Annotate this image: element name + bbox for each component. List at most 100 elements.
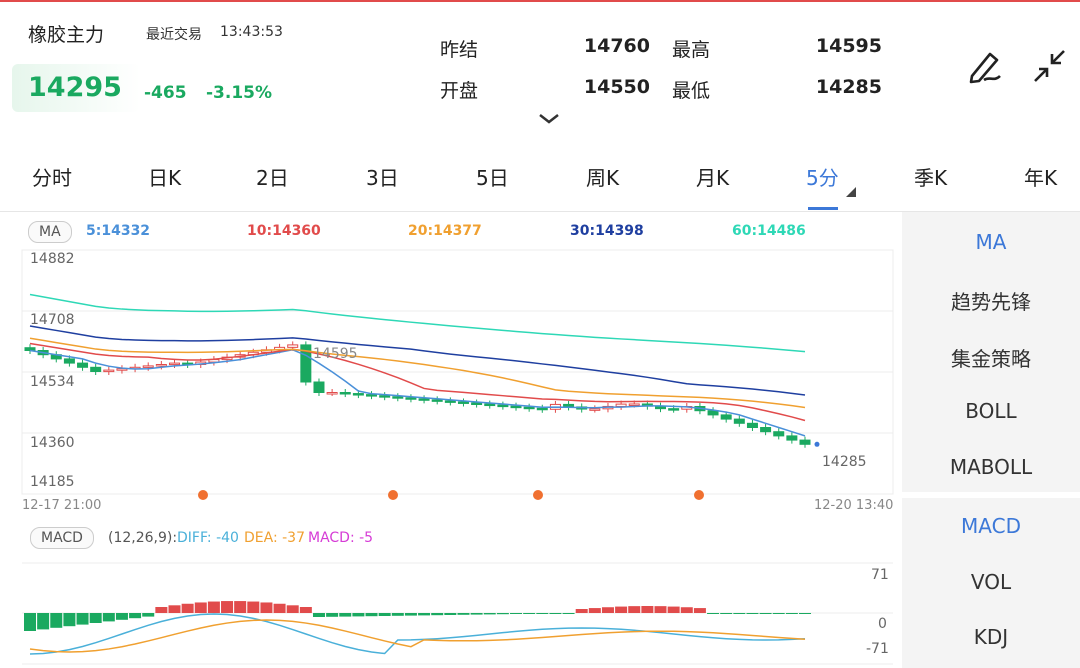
macd-bar xyxy=(312,613,325,617)
candle-body xyxy=(339,392,351,395)
stat-label-high: 最高 xyxy=(672,39,711,61)
tab-fenshi[interactable]: 分时 xyxy=(32,166,72,190)
indicator-maboll[interactable]: MABOLL xyxy=(949,455,1033,479)
candle-body xyxy=(668,408,680,411)
y-tick-4: 14360 xyxy=(30,435,75,451)
candle-body xyxy=(471,402,483,405)
main-indicator-panel xyxy=(902,212,1080,492)
last-price-label: 14285 xyxy=(822,454,867,470)
macd-bar xyxy=(457,613,470,615)
tab-2day[interactable]: 2日 xyxy=(256,166,289,190)
indicator-kdj[interactable]: KDJ xyxy=(973,625,1009,649)
tab-5day[interactable]: 5日 xyxy=(476,166,509,190)
chevron-down-icon[interactable] xyxy=(536,110,562,129)
collapse-icon[interactable] xyxy=(1030,46,1070,90)
tab-daily-k[interactable]: 日K xyxy=(148,166,182,190)
x-axis-end: 12-20 13:40 xyxy=(814,498,894,513)
tab-3day[interactable]: 3日 xyxy=(366,166,399,190)
ma60-value: 60:14486 xyxy=(732,223,806,239)
macd-value: MACD: -5 xyxy=(308,530,374,546)
macd-bar xyxy=(365,613,378,617)
indicator-ma[interactable]: MA xyxy=(975,230,1007,254)
indicator-boll[interactable]: BOLL xyxy=(965,399,1017,423)
macd-bar xyxy=(693,608,706,613)
tab-5min[interactable]: 5分 xyxy=(806,166,839,190)
macd-bar xyxy=(102,613,115,622)
macd-bar xyxy=(234,601,247,613)
candle-body xyxy=(326,392,338,395)
macd-bar xyxy=(510,613,523,614)
macd-bar xyxy=(76,613,89,625)
macd-bar xyxy=(588,608,601,613)
macd-bar xyxy=(142,613,155,617)
price-change: -465 xyxy=(144,83,187,103)
candle-body xyxy=(155,364,167,367)
candle-body xyxy=(720,414,732,420)
macd-bar xyxy=(326,613,339,617)
tab-yearly-k[interactable]: 年K xyxy=(1024,166,1058,190)
macd-bar xyxy=(536,613,549,614)
stat-value-low: 14285 xyxy=(815,76,882,98)
dropdown-triangle-icon[interactable] xyxy=(846,182,856,201)
macd-bar xyxy=(24,613,36,631)
macd-bar xyxy=(50,613,63,628)
candle-body xyxy=(746,422,758,429)
ma-indicator-pill[interactable]: MA xyxy=(28,221,72,243)
candle-body xyxy=(431,399,443,402)
macd-bar xyxy=(772,613,785,614)
tab-quarterly-k[interactable]: 季K xyxy=(914,166,948,190)
candle-body xyxy=(90,366,102,373)
candle-body xyxy=(760,427,772,433)
macd-dea: DEA: -37 xyxy=(244,530,305,546)
indicator-trend-pioneer[interactable]: 趋势先锋 xyxy=(951,290,1031,314)
pen-icon[interactable] xyxy=(966,46,1006,90)
macd-bar xyxy=(733,613,746,614)
indicator-macd[interactable]: MACD xyxy=(961,514,1021,538)
price-box xyxy=(12,64,140,112)
tabs-divider xyxy=(0,211,1080,212)
last-trade-label: 最近交易 xyxy=(146,27,202,43)
stat-value-open: 14550 xyxy=(583,76,650,98)
x-axis-start: 12-17 21:00 xyxy=(22,498,102,513)
candle-body xyxy=(392,396,404,399)
macd-bar xyxy=(575,609,588,613)
last-trade-time: 13:43:53 xyxy=(220,24,283,40)
macd-bar xyxy=(181,603,194,613)
contract-name: 橡胶主力 xyxy=(28,24,105,46)
macd-bar xyxy=(155,607,168,613)
candle-body xyxy=(168,362,180,366)
macd-bar xyxy=(654,606,667,613)
candle-body xyxy=(63,358,75,364)
candle-body xyxy=(786,435,798,441)
kline-chart[interactable] xyxy=(0,246,900,546)
macd-bar xyxy=(194,602,207,613)
macd-bar xyxy=(418,613,431,616)
candle-body xyxy=(536,407,548,411)
macd-indicator-pill[interactable]: MACD xyxy=(30,527,94,549)
high-price-label: 14595 xyxy=(313,346,358,362)
ma-line xyxy=(29,337,806,409)
macd-bar xyxy=(221,601,234,613)
ma-line xyxy=(29,349,806,437)
y-tick-5: 14185 xyxy=(30,474,75,490)
macd-y-bottom: -71 xyxy=(866,641,889,657)
macd-bar xyxy=(667,606,680,613)
stat-label-open: 开盘 xyxy=(440,80,479,102)
indicator-vol[interactable]: VOL xyxy=(970,570,1012,594)
active-tab-indicator xyxy=(808,207,838,210)
indicator-gold-strategy[interactable]: 集金策略 xyxy=(951,347,1031,371)
top-accent-line xyxy=(0,0,1080,2)
event-marker-dot xyxy=(533,490,543,500)
macd-y-top: 71 xyxy=(871,567,889,583)
macd-chart[interactable] xyxy=(0,560,900,668)
macd-bar xyxy=(115,613,128,620)
macd-params: (12,26,9): xyxy=(108,530,178,546)
ma30-value: 30:14398 xyxy=(570,223,644,239)
tab-weekly-k[interactable]: 周K xyxy=(586,166,620,190)
candle-body xyxy=(24,347,36,351)
tab-monthly-k[interactable]: 月K xyxy=(696,166,730,190)
macd-bar xyxy=(549,613,562,614)
y-tick-3: 14534 xyxy=(30,374,75,390)
event-marker-dot xyxy=(198,490,208,500)
macd-bar xyxy=(352,613,365,617)
